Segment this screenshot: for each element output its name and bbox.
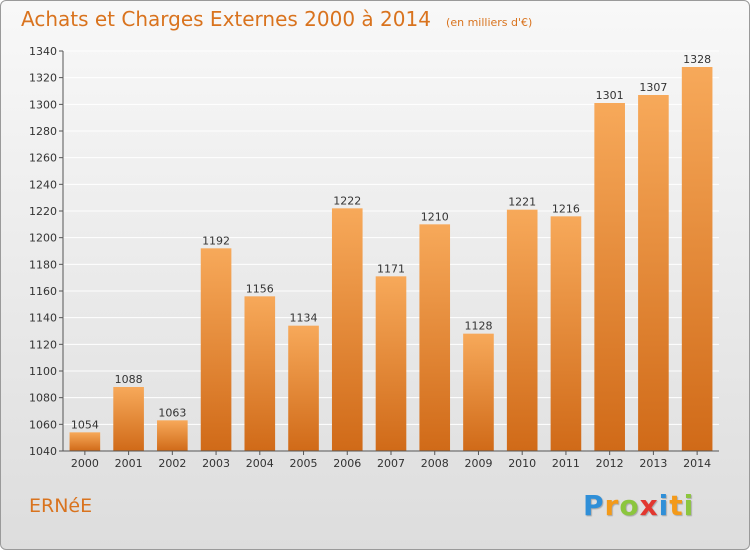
y-tick-label: 1320 — [29, 72, 57, 85]
y-tick-label: 1300 — [29, 98, 57, 111]
data-label: 1216 — [552, 202, 580, 215]
y-tick-label: 1220 — [29, 205, 57, 218]
title-row: Achats et Charges Externes 2000 à 2014 (… — [21, 7, 532, 31]
x-tick-label: 2010 — [508, 457, 536, 470]
bar-2008 — [419, 224, 451, 451]
x-tick-label: 2004 — [246, 457, 274, 470]
y-tick-label: 1200 — [29, 232, 57, 245]
bar-2001 — [113, 387, 144, 451]
logo-letter: i — [658, 489, 670, 522]
data-label: 1210 — [421, 210, 449, 223]
bar-2000 — [69, 432, 101, 451]
bar-2002 — [157, 420, 188, 451]
y-tick-label: 1120 — [29, 338, 57, 351]
data-label: 1301 — [596, 89, 624, 102]
x-tick-label: 2006 — [333, 457, 361, 470]
bar-2005 — [288, 325, 319, 451]
chart-subtitle: (en milliers d'€) — [446, 16, 533, 29]
bars — [69, 67, 713, 451]
location-name: ERNéE — [29, 495, 93, 517]
y-tick-label: 1060 — [29, 418, 57, 431]
x-tick-label: 2007 — [377, 457, 405, 470]
data-label: 1192 — [202, 234, 230, 247]
bar-2009 — [463, 333, 494, 451]
y-tick-label: 1280 — [29, 125, 57, 138]
y-tick-label: 1260 — [29, 152, 57, 165]
data-label: 1063 — [158, 406, 186, 419]
data-label: 1171 — [377, 262, 405, 275]
y-tick-label: 1180 — [29, 258, 57, 271]
x-tick-label: 2000 — [71, 457, 99, 470]
labels: 1040 1060 1080 1100 1120 1140 1160 1180 1200 1220… — [29, 45, 711, 470]
logo-letter: i — [683, 489, 695, 522]
chart-title: Achats et Charges Externes 2000 à 2014 — [21, 7, 431, 31]
logo-letter: t — [669, 489, 684, 522]
y-tick-label: 1140 — [29, 312, 57, 325]
bar-2011 — [550, 216, 582, 451]
y-tick-label: 1160 — [29, 285, 57, 298]
y-tick-label: 1100 — [29, 365, 57, 378]
data-label: 1088 — [115, 373, 143, 386]
x-tick-label: 2001 — [115, 457, 143, 470]
data-label: 1128 — [464, 320, 492, 333]
logo-letter: x — [639, 489, 659, 522]
x-tick-label: 2008 — [421, 457, 449, 470]
logo-letter: o — [619, 489, 640, 522]
bar-2007 — [375, 276, 407, 451]
data-label: 1221 — [508, 196, 536, 209]
y-tick-label: 1080 — [29, 392, 57, 405]
bar-2012 — [594, 103, 625, 451]
logo-letter: r — [604, 489, 620, 522]
bar-2003 — [200, 248, 232, 451]
bar-2014 — [681, 67, 713, 451]
data-label: 1054 — [71, 418, 99, 431]
x-tick-label: 2009 — [464, 457, 492, 470]
data-label: 1307 — [639, 81, 667, 94]
logo-letter: P — [583, 489, 605, 522]
bar-2013 — [638, 95, 669, 451]
x-tick-label: 2002 — [158, 457, 186, 470]
x-tick-label: 2011 — [552, 457, 580, 470]
x-tick-label: 2014 — [683, 457, 711, 470]
bar-2010 — [506, 209, 538, 451]
axes — [59, 50, 719, 455]
x-tick-label: 2003 — [202, 457, 230, 470]
data-label: 1222 — [333, 194, 361, 207]
data-label: 1134 — [290, 312, 318, 325]
data-label: 1156 — [246, 282, 274, 295]
bar-2004 — [244, 296, 276, 451]
y-tick-label: 1240 — [29, 178, 57, 191]
data-label: 1328 — [683, 53, 711, 66]
y-tick-label: 1040 — [29, 445, 57, 458]
x-tick-label: 2012 — [596, 457, 624, 470]
proxiti-logo: Proxiti — [583, 489, 694, 522]
x-tick-label: 2005 — [290, 457, 318, 470]
y-tick-label: 1340 — [29, 45, 57, 58]
bar-2006 — [331, 208, 363, 451]
x-tick-label: 2013 — [639, 457, 667, 470]
